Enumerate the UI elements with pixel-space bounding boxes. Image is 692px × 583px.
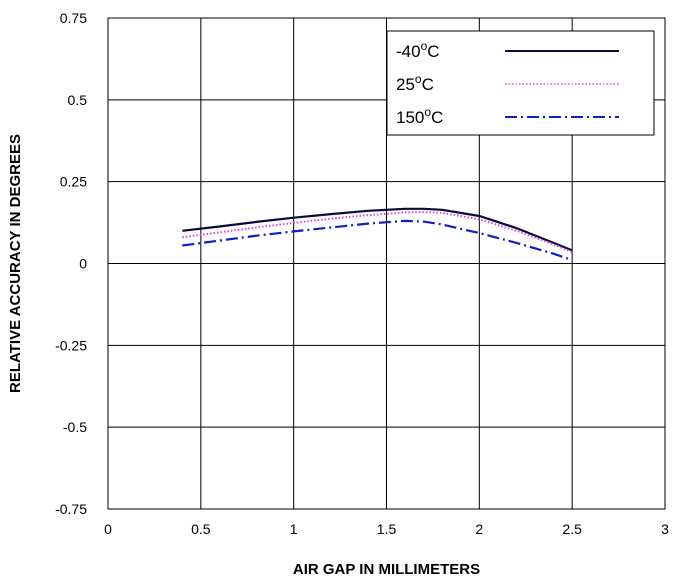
y-tick-label: 0 xyxy=(79,256,87,272)
series-line xyxy=(182,207,573,252)
x-tick-label: 2.5 xyxy=(562,521,582,537)
x-tick-label: 0.5 xyxy=(191,521,211,537)
legend-label: -40oC xyxy=(396,39,440,61)
x-tick-label: 0 xyxy=(104,521,112,537)
legend-label: 150oC xyxy=(396,105,443,127)
x-tick-label: 3 xyxy=(661,521,669,537)
legend-label: 25oC xyxy=(396,72,434,94)
x-tick-label: 2 xyxy=(475,521,483,537)
y-tick-label: -0.5 xyxy=(63,419,87,435)
tick-labels: 0 0.5 1 1.5 2 2.5 3 0.75 0.5 0.25 0 -0.25 -0.5 -0.75 xyxy=(55,10,669,537)
series-line xyxy=(182,219,573,262)
y-tick-label: -0.25 xyxy=(55,337,87,353)
y-tick-label: 0.25 xyxy=(60,174,87,190)
series-line xyxy=(182,211,573,253)
y-tick-label: -0.75 xyxy=(55,501,87,517)
x-tick-label: 1 xyxy=(290,521,298,537)
series-lines xyxy=(182,207,573,262)
y-axis-title: RELATIVE ACCURACY IN DEGREES xyxy=(7,134,24,393)
x-tick-label: 1.5 xyxy=(377,521,397,537)
legend-box xyxy=(386,30,655,136)
y-tick-label: 0.5 xyxy=(68,92,88,108)
y-tick-label: 0.75 xyxy=(60,10,87,26)
plot-area-frame xyxy=(107,17,666,510)
x-axis-title: AIR GAP IN MILLIMETERS xyxy=(293,561,480,578)
legend: -40oC 25oC 150oC xyxy=(386,30,655,136)
